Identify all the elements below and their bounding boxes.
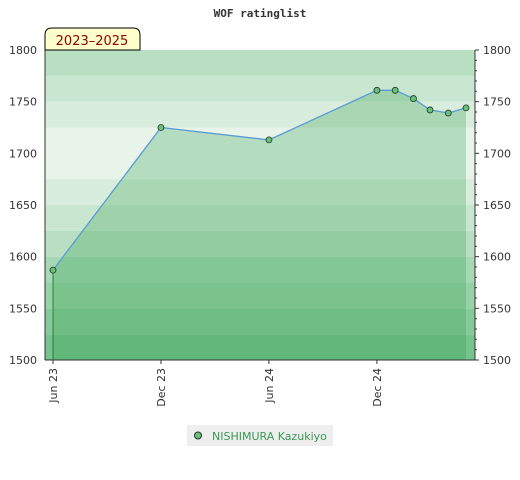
y-tick-label-left: 1700	[9, 147, 37, 160]
x-tick-labels: Jun 23 Dec 23 Jun 24 Dec 24	[47, 360, 384, 407]
data-point[interactable]	[157, 124, 165, 131]
y-tick-label-left: 1550	[9, 302, 37, 315]
y-tick-label-right: 1700	[483, 147, 511, 160]
data-point[interactable]	[49, 266, 57, 274]
chart-title: WOF ratinglist	[214, 7, 307, 20]
band	[45, 75, 475, 102]
band	[45, 153, 475, 180]
band	[45, 127, 475, 154]
legend-box	[187, 425, 333, 446]
y-tick-label-right: 1600	[483, 251, 511, 264]
band	[45, 230, 475, 257]
legend-marker-icon	[194, 431, 202, 440]
y-tick-label-right: 1800	[483, 44, 511, 57]
y-tick-label-left: 1800	[9, 44, 37, 57]
x-tick-label: Dec 24	[371, 368, 384, 407]
data-point[interactable]	[444, 109, 452, 117]
y-tick-labels-right: 1500 1550 1600 1650 1700 1750 1800	[475, 44, 511, 367]
y-tick-label-left: 1500	[9, 354, 37, 367]
y-tick-label-right: 1550	[483, 302, 511, 315]
data-point[interactable]	[462, 104, 470, 112]
data-point[interactable]	[391, 86, 399, 94]
band	[45, 334, 475, 360]
legend-label: NISHIMURA Kazukiyo	[212, 430, 327, 443]
period-badge-box	[44, 27, 141, 51]
band	[45, 282, 475, 309]
x-tick-label: Jun 23	[47, 368, 60, 404]
background-bands	[45, 50, 475, 360]
band	[45, 205, 475, 231]
data-point[interactable]	[265, 136, 273, 144]
band	[45, 308, 475, 335]
x-tick-label: Dec 23	[155, 368, 168, 407]
legend[interactable]: NISHIMURA Kazukiyo	[187, 425, 333, 446]
series-markers	[49, 86, 470, 274]
data-point[interactable]	[426, 106, 434, 114]
series-area	[53, 90, 466, 361]
band	[45, 50, 475, 76]
y-tick-label-right: 1500	[483, 354, 511, 367]
data-point[interactable]	[373, 86, 381, 94]
y-tick-label-right: 1650	[483, 199, 511, 212]
y-tick-label-right: 1750	[483, 96, 511, 109]
x-tick-label: Jun 24	[263, 368, 276, 404]
period-badge-text: 2023–2025	[56, 34, 129, 49]
period-badge: 2023–2025	[44, 27, 141, 51]
band	[45, 256, 475, 283]
band	[45, 179, 475, 205]
y-tick-labels-left: 1500 1550 1600 1650 1700 1750 1800	[9, 44, 37, 367]
y-tick-label-left: 1600	[9, 251, 37, 264]
data-point[interactable]	[410, 95, 417, 102]
band	[45, 101, 475, 128]
y-tick-label-left: 1750	[9, 96, 37, 109]
y-tick-label-left: 1650	[9, 199, 37, 212]
